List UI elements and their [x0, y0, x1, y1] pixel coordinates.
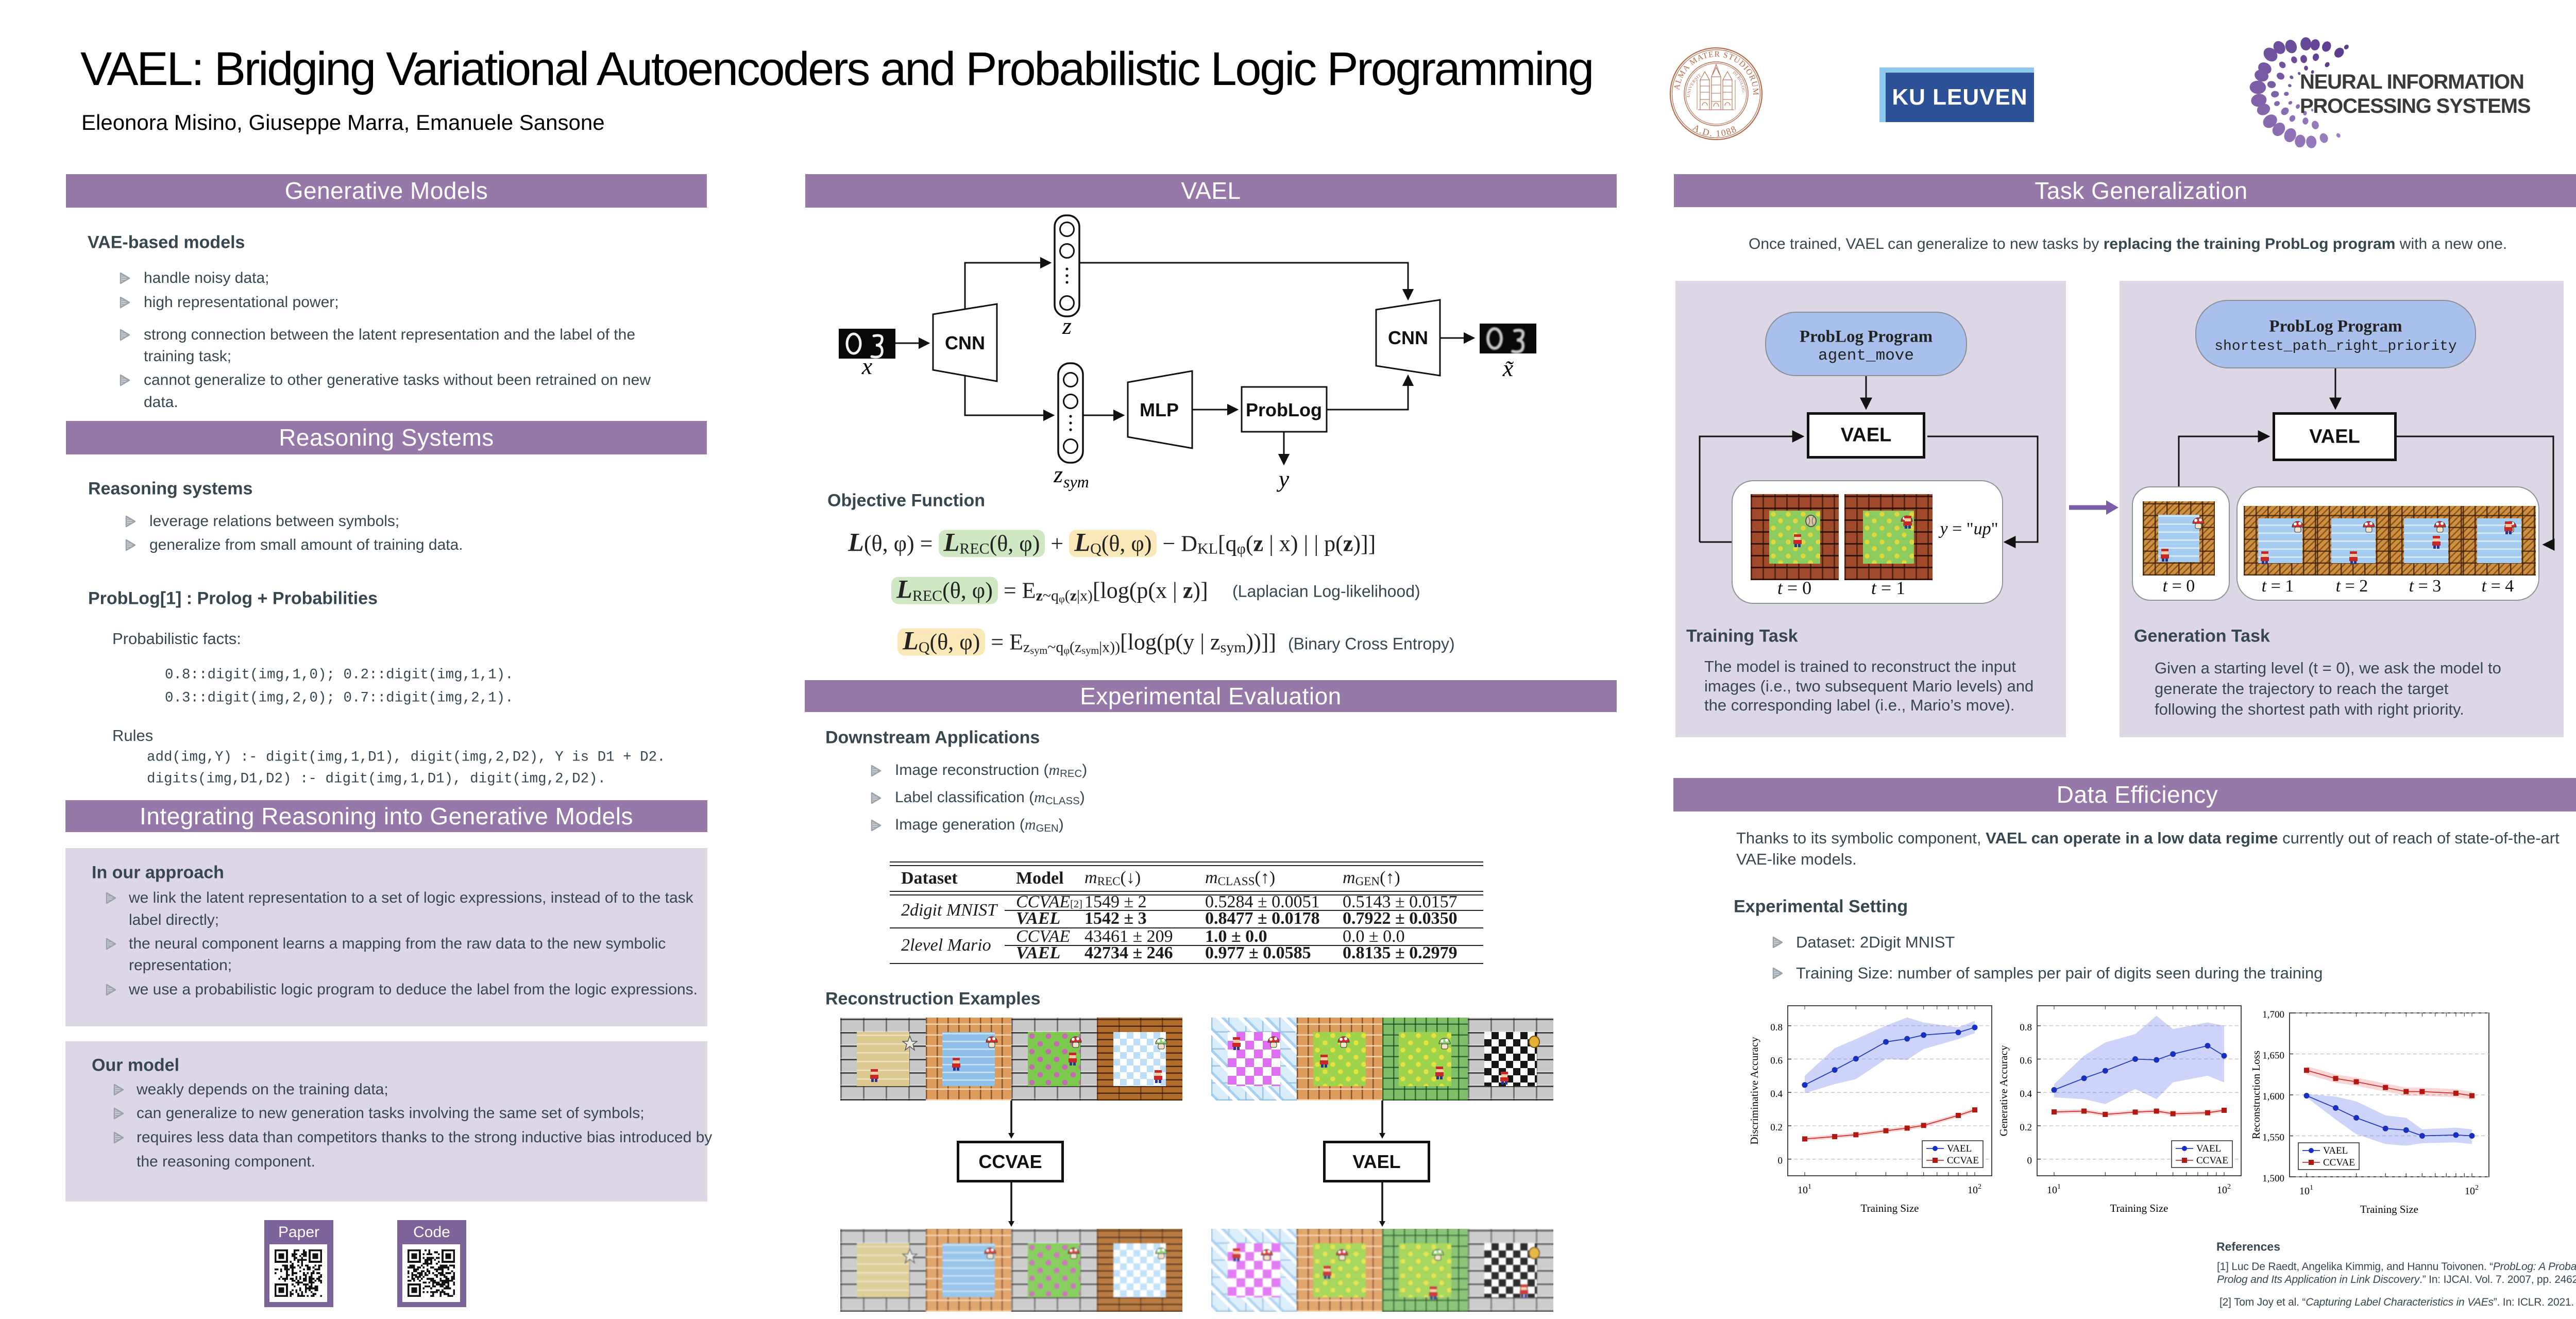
svg-text:CCVAE: CCVAE: [2196, 1155, 2228, 1166]
svg-text:1,550: 1,550: [2262, 1132, 2284, 1143]
svg-text:0.6: 0.6: [1770, 1056, 1783, 1067]
svg-text:Training Size: Training Size: [2110, 1202, 2168, 1214]
svg-text:Discriminative Accuracy: Discriminative Accuracy: [1748, 1037, 1760, 1145]
svg-text:VAEL: VAEL: [2196, 1143, 2221, 1154]
svg-text:0: 0: [1778, 1156, 1783, 1166]
svg-text:102: 102: [1968, 1183, 1981, 1196]
svg-text:0.8: 0.8: [1770, 1022, 1783, 1033]
svg-text:ALMA MATER STUDIORUM: ALMA MATER STUDIORUM: [1672, 50, 1760, 96]
svg-text:101: 101: [2299, 1184, 2313, 1197]
svg-text:0.4: 0.4: [2020, 1089, 2032, 1100]
svg-text:0.6: 0.6: [2020, 1056, 2032, 1067]
svg-text:VAEL: VAEL: [1947, 1143, 1972, 1154]
svg-text:1,500: 1,500: [2262, 1173, 2284, 1184]
svg-text:Reconstruction Loss: Reconstruction Loss: [2250, 1051, 2262, 1139]
svg-text:sym: sym: [1063, 472, 1089, 491]
svg-text:101: 101: [1798, 1183, 1811, 1196]
svg-text:z: z: [1053, 461, 1063, 487]
svg-text:102: 102: [2465, 1184, 2479, 1197]
svg-text:101: 101: [2047, 1183, 2061, 1196]
svg-text:x: x: [861, 353, 873, 379]
svg-text:1,700: 1,700: [2262, 1009, 2284, 1020]
svg-text:1,650: 1,650: [2262, 1051, 2284, 1061]
svg-text:CNN: CNN: [945, 332, 985, 353]
svg-text:CCVAE: CCVAE: [1947, 1155, 1979, 1166]
svg-text:y: y: [1277, 466, 1290, 492]
svg-text:102: 102: [2217, 1183, 2231, 1196]
svg-text:x̃: x̃: [1502, 355, 1514, 381]
svg-text:0: 0: [2027, 1156, 2032, 1166]
svg-text:Training Size: Training Size: [2360, 1203, 2418, 1215]
svg-text:0.8: 0.8: [2020, 1022, 2032, 1033]
svg-text:CNN: CNN: [1388, 327, 1428, 348]
svg-text:0.4: 0.4: [1770, 1089, 1783, 1100]
svg-text:VAEL: VAEL: [2323, 1145, 2348, 1156]
svg-text:ProbLog: ProbLog: [1246, 399, 1322, 420]
svg-text:1,600: 1,600: [2262, 1091, 2284, 1102]
svg-text:Training Size: Training Size: [1861, 1202, 1919, 1214]
svg-text:CCVAE: CCVAE: [2323, 1157, 2355, 1168]
svg-text:Generative Accuracy: Generative Accuracy: [1997, 1045, 2010, 1136]
svg-text:0.2: 0.2: [1770, 1122, 1783, 1133]
svg-text:0.2: 0.2: [2020, 1122, 2032, 1133]
svg-text:MLP: MLP: [1140, 399, 1179, 420]
svg-text:z: z: [1062, 313, 1072, 339]
